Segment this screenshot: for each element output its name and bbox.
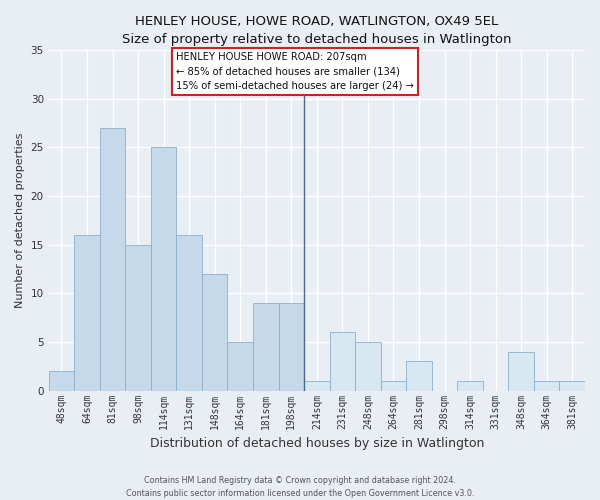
Bar (457, 381, 483, 390)
Bar (176, 235, 202, 390)
Bar (355, 342, 380, 390)
Bar (202, 274, 227, 390)
Bar (534, 381, 559, 390)
Bar (100, 128, 125, 390)
X-axis label: Distribution of detached houses by size in Watlington: Distribution of detached houses by size … (149, 437, 484, 450)
Bar (74, 235, 100, 390)
Bar (151, 148, 176, 390)
Bar (49, 371, 74, 390)
Bar (559, 381, 585, 390)
Bar (253, 303, 278, 390)
Bar (304, 381, 329, 390)
Text: Contains HM Land Registry data © Crown copyright and database right 2024.
Contai: Contains HM Land Registry data © Crown c… (126, 476, 474, 498)
Bar (125, 244, 151, 390)
Bar (227, 342, 253, 390)
Bar (329, 332, 355, 390)
Text: HENLEY HOUSE HOWE ROAD: 207sqm
← 85% of detached houses are smaller (134)
15% of: HENLEY HOUSE HOWE ROAD: 207sqm ← 85% of … (176, 52, 414, 92)
Title: HENLEY HOUSE, HOWE ROAD, WATLINGTON, OX49 5EL
Size of property relative to detac: HENLEY HOUSE, HOWE ROAD, WATLINGTON, OX4… (122, 15, 512, 46)
Y-axis label: Number of detached properties: Number of detached properties (15, 132, 25, 308)
Bar (380, 381, 406, 390)
Bar (278, 303, 304, 390)
Bar (508, 352, 534, 391)
Bar (406, 362, 432, 390)
